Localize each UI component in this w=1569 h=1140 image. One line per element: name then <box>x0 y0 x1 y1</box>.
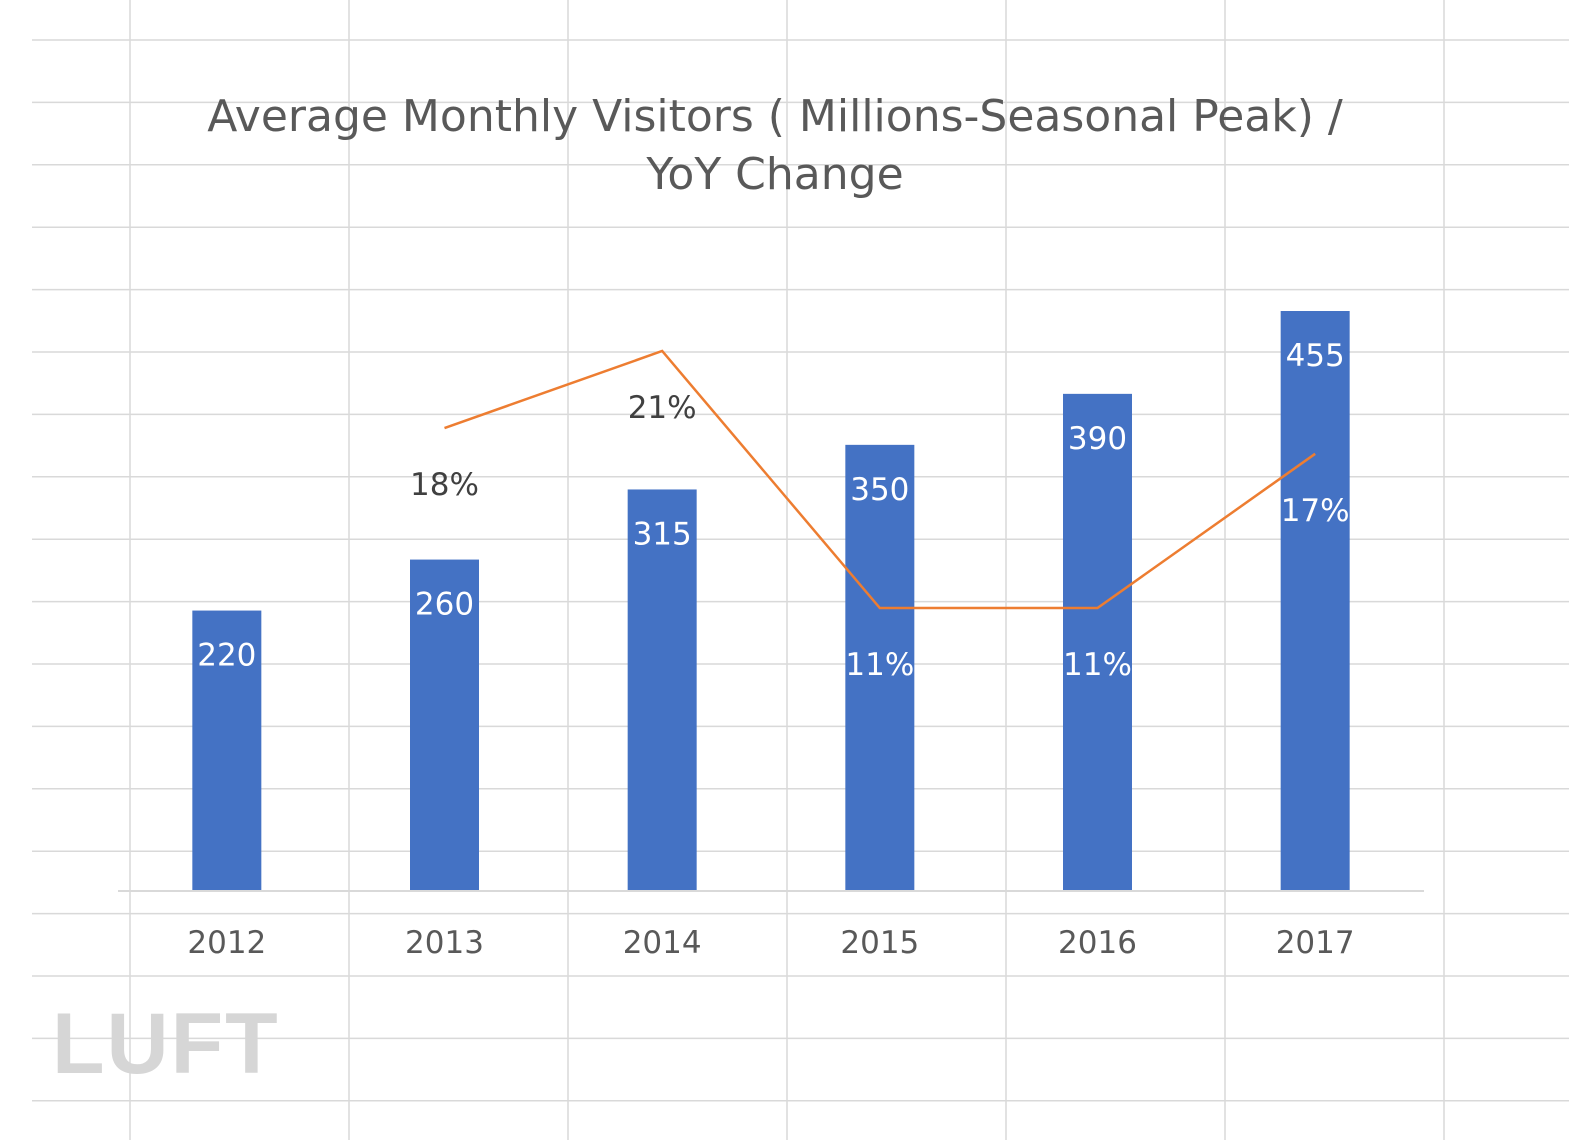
bar-value-label: 390 <box>1068 421 1127 457</box>
chart-title-line-2: YoY Change <box>646 149 904 200</box>
yoy-value-label: 21% <box>628 390 697 426</box>
yoy-value-label: 11% <box>1063 647 1132 683</box>
yoy-value-label: 17% <box>1281 493 1350 529</box>
x-tick-label: 2014 <box>623 925 702 961</box>
bar-value-label: 260 <box>415 587 474 623</box>
x-tick-label: 2013 <box>405 925 484 961</box>
bar-2013 <box>410 559 479 891</box>
yoy-value-label: 11% <box>845 647 914 683</box>
luft-watermark: LUFT <box>52 996 280 1092</box>
bar-value-label: 455 <box>1286 338 1345 374</box>
yoy-change-line <box>444 349 1316 610</box>
bar-2015 <box>845 444 915 891</box>
chart-title: Average Monthly Visitors ( Millions-Seas… <box>130 88 1420 204</box>
bar-value-label: 315 <box>633 516 692 552</box>
bar-2012 <box>192 610 262 891</box>
bar-2014 <box>627 489 697 891</box>
bar-value-label: 220 <box>197 638 256 674</box>
x-tick-label: 2016 <box>1058 925 1137 961</box>
x-tick-label: 2015 <box>840 925 919 961</box>
x-tick-label: 2012 <box>187 925 266 961</box>
plot-area <box>118 240 1424 891</box>
bar-2016 <box>1063 393 1132 891</box>
bar-2017 <box>1280 311 1350 891</box>
bar-value-label: 350 <box>850 472 909 508</box>
chart-title-line-1: Average Monthly Visitors ( Millions-Seas… <box>207 91 1343 142</box>
yoy-value-label: 18% <box>410 467 479 503</box>
x-tick-label: 2017 <box>1276 925 1355 961</box>
